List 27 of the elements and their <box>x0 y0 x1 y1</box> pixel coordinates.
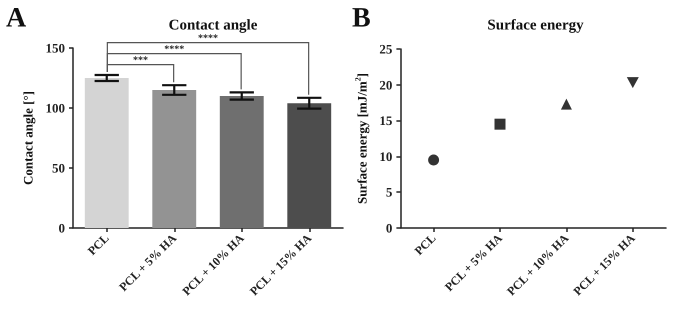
text: A <box>6 2 27 34</box>
x-tick-label: PCL + 10% HA <box>179 230 247 298</box>
x-tick-label: PCL + 5% HA <box>116 230 180 294</box>
x-tick-label: PCL <box>84 231 112 258</box>
y-axis-title: Contact angle [°] <box>20 90 36 186</box>
y-tick-label: 0 <box>386 220 392 236</box>
x-tick-label: PCL + 5% HA <box>442 230 506 294</box>
x-tick-label: PCL + 10% HA <box>504 230 572 298</box>
y-tick-label: 20 <box>379 77 392 92</box>
x-tick-label: PCL + 15% HA <box>246 230 314 298</box>
chart-title: Contact angle <box>168 18 258 34</box>
text: **** <box>198 33 218 44</box>
y-tick-label: 100 <box>46 100 65 116</box>
chart-title: Surface energy <box>487 18 584 34</box>
annotation: *** <box>133 55 148 66</box>
text: B <box>352 2 371 34</box>
y-tick-label: 10 <box>379 148 392 164</box>
y-tick-label: 150 <box>46 40 65 56</box>
annotation: **** <box>164 44 184 55</box>
y-tick-label: 50 <box>52 160 65 176</box>
y-tick-label: 5 <box>386 184 393 200</box>
y-axis-title: Surface energy [mJ/m2] <box>354 72 370 204</box>
y-tick-label: 25 <box>379 42 393 56</box>
x-tick-label: PCL + 15% HA <box>570 230 638 298</box>
x-tick-label: PCL <box>412 231 439 258</box>
y-tick-label: 15 <box>379 113 393 128</box>
y-tick-label: 0 <box>58 220 65 236</box>
